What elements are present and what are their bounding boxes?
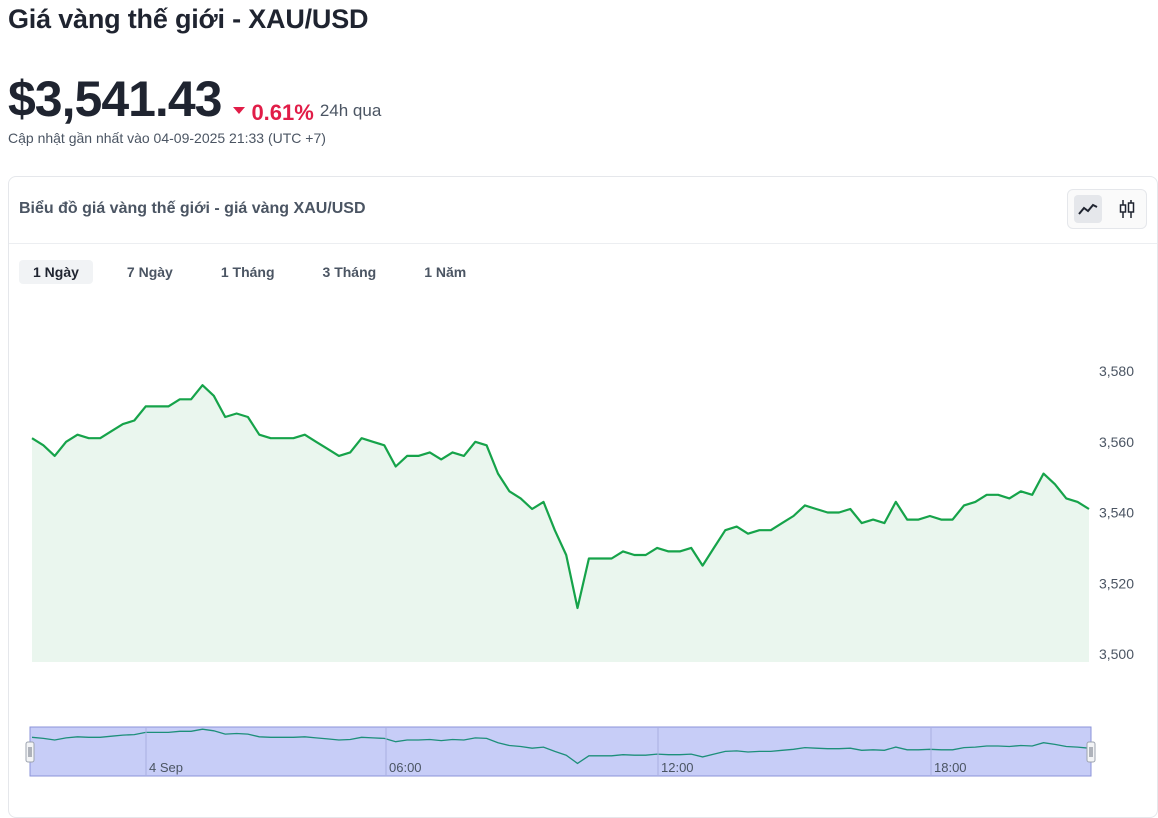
chart-title: Biểu đồ giá vàng thế giới - giá vàng XAU… bbox=[19, 200, 366, 217]
navigator-window[interactable] bbox=[29, 726, 1092, 777]
y-tick-label: 3,580 bbox=[1099, 363, 1134, 379]
line-chart-button[interactable] bbox=[1073, 195, 1102, 223]
change-percent: 0.61% bbox=[251, 99, 314, 125]
line-chart-icon bbox=[1077, 203, 1097, 215]
chart-type-toggle bbox=[1067, 189, 1147, 229]
tab-7-ngay[interactable]: 7 Ngày bbox=[126, 264, 173, 280]
navigator-line bbox=[31, 728, 1090, 765]
caret-down-icon bbox=[233, 107, 246, 114]
page-title: Giá vàng thế giới - XAU/USD bbox=[8, 4, 369, 34]
price-change: 0.61% bbox=[233, 99, 314, 126]
last-updated: Cập nhật gần nhất vào 04-09-2025 21:33 (… bbox=[8, 130, 326, 146]
tab-1-thang[interactable]: 1 Tháng bbox=[220, 264, 275, 280]
navigator-time-label: 18:00 bbox=[934, 760, 967, 775]
candlestick-icon bbox=[1119, 200, 1134, 218]
range-tabs: 1 Ngày 7 Ngày 1 Tháng 3 Tháng 1 Năm bbox=[19, 260, 500, 284]
y-tick-label: 3,540 bbox=[1099, 505, 1134, 521]
current-price: $3,541.43 bbox=[8, 71, 222, 127]
price-summary: $3,541.43 0.61% 24h qua bbox=[8, 70, 381, 128]
price-area bbox=[32, 385, 1089, 662]
navigator-time-label: 4 Sep bbox=[149, 760, 183, 775]
tab-1-nam[interactable]: 1 Năm bbox=[424, 264, 467, 280]
y-tick-label: 3,520 bbox=[1099, 575, 1134, 591]
price-line bbox=[31, 384, 1090, 610]
navigator-time-label: 12:00 bbox=[661, 760, 694, 775]
navigator-time-label: 06:00 bbox=[389, 760, 422, 775]
navigator-handle[interactable] bbox=[1086, 741, 1096, 763]
price-chart: 3,500 3,520 3,540 3,560 3,580 4 Sep 06:00 12:00… bbox=[25, 363, 1134, 777]
y-tick-label: 3,560 bbox=[1099, 434, 1134, 450]
candlestick-button[interactable] bbox=[1113, 195, 1141, 223]
change-period: 24h qua bbox=[319, 101, 382, 120]
tab-3-thang[interactable]: 3 Tháng bbox=[322, 264, 377, 280]
navigator-handle[interactable] bbox=[25, 741, 35, 763]
tab-1-ngay[interactable]: 1 Ngày bbox=[19, 260, 93, 284]
y-tick-label: 3,500 bbox=[1099, 646, 1134, 662]
card-divider bbox=[9, 243, 1157, 244]
